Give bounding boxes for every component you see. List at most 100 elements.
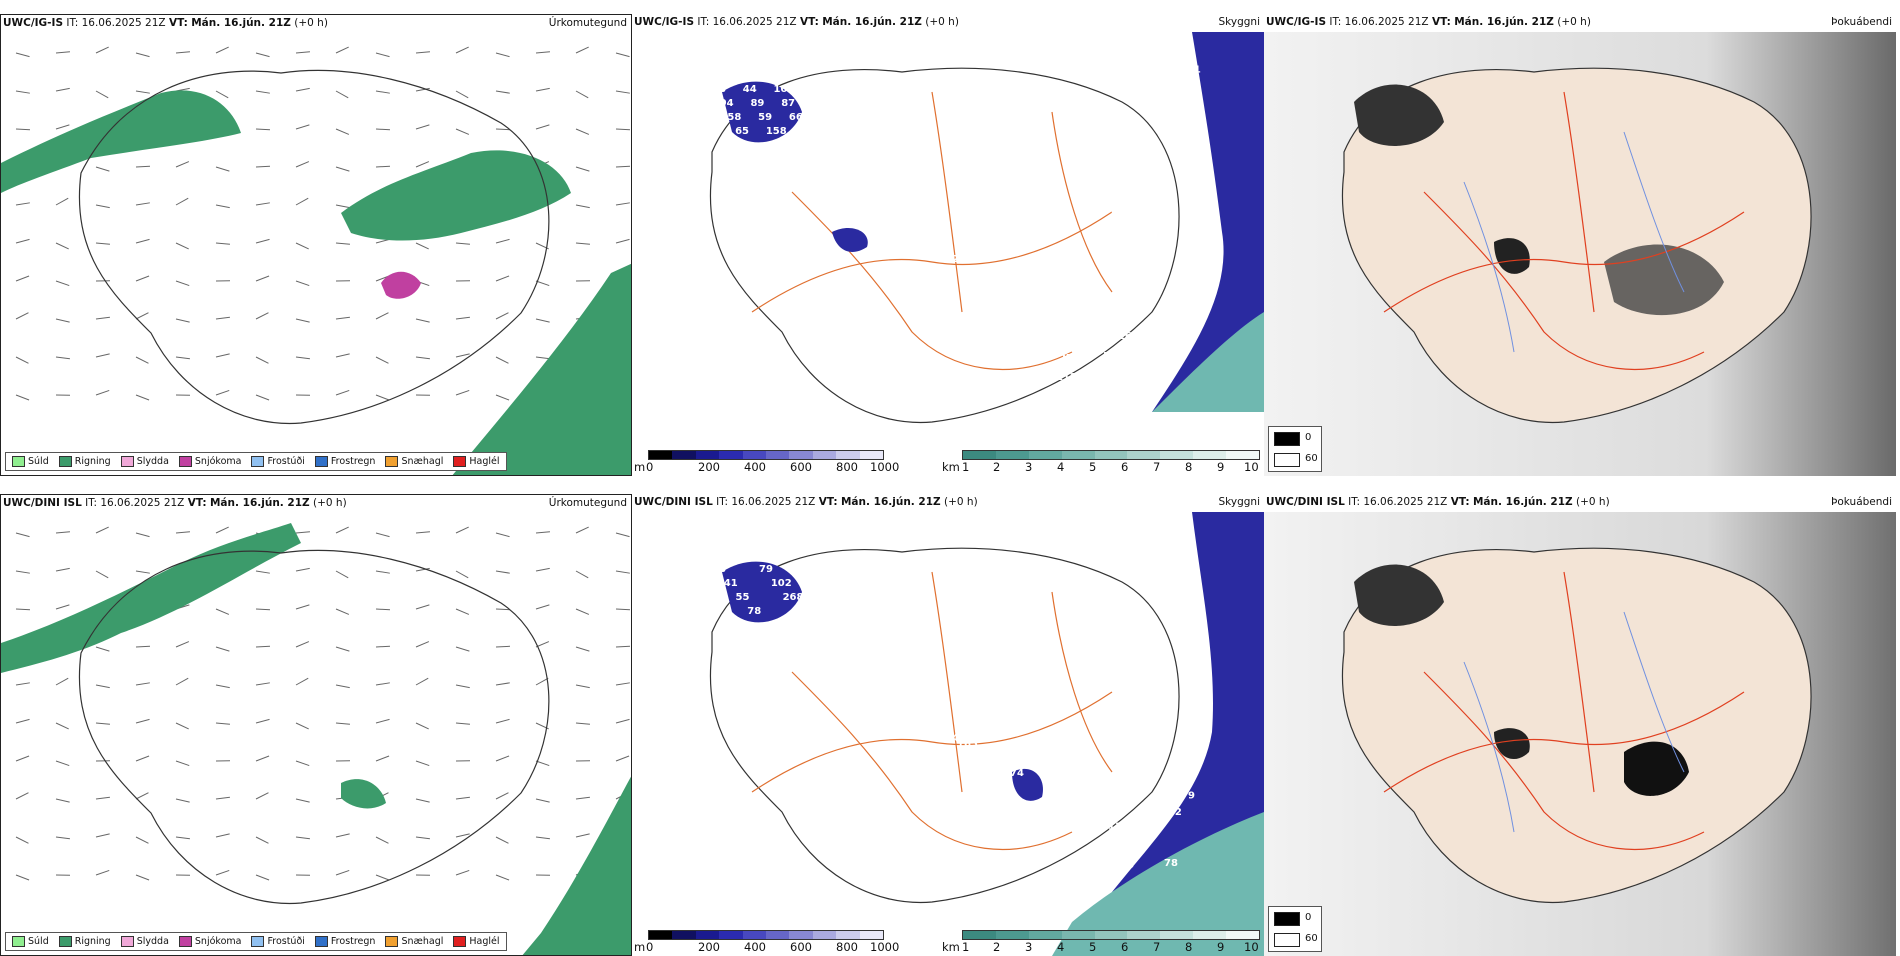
forecast-offset: (+0 h) [1557, 16, 1591, 28]
visibility-value: 108 [774, 84, 795, 95]
panel-title: Úrkomutegund [549, 17, 627, 29]
visibility-value: 87 [781, 98, 795, 109]
visibility-value: 97 [1108, 146, 1122, 157]
legend-label: Snjókoma [195, 936, 242, 947]
visibility-value: 78 [712, 84, 726, 95]
visibility-value: 121 [1180, 64, 1201, 75]
wind-barb [136, 837, 148, 843]
wind-barb [416, 125, 429, 129]
panel-header: UWC/IG-IS IT: 16.06.2025 21Z VT: Mán. 16… [1266, 16, 1892, 30]
wind-barb [376, 756, 389, 761]
tick: 6 [1121, 460, 1128, 474]
visibility-value: 66 [1120, 860, 1134, 871]
visibility-value: 81 [1082, 824, 1096, 835]
fog-legend: 0 60 [1268, 426, 1322, 472]
legend-item-slydda: Slydda [121, 456, 169, 467]
visibility-value: 78 [747, 606, 761, 617]
wind-barb [136, 239, 150, 243]
tick: 400 [744, 940, 766, 954]
wind-barb [136, 875, 149, 880]
vt-label: VT: [800, 16, 819, 28]
visibility-value: 94 [720, 98, 734, 109]
wind-barb [96, 317, 110, 319]
wind-barb [96, 571, 108, 578]
wind-barb [336, 527, 349, 533]
legend-label: Slydda [137, 456, 169, 467]
wind-barb [456, 834, 470, 837]
wind-barb [576, 129, 589, 134]
panel-header: UWC/IG-IS IT: 16.06.2025 21Z VT: Mán. 16… [3, 17, 627, 31]
wind-barb [616, 533, 630, 537]
wind-barb [296, 761, 309, 766]
wind-barb [56, 799, 70, 802]
vt-label: VT: [169, 17, 188, 29]
wind-barb [256, 91, 270, 93]
wind-barb [256, 129, 270, 130]
wind-barb [56, 357, 70, 359]
rain-area [451, 263, 632, 476]
tick: 800 [836, 460, 858, 474]
visibility-value: 79 [1181, 790, 1195, 801]
wind-barb [536, 837, 550, 839]
wind-barb [416, 837, 430, 839]
legend-item-frostudi: Frostúði [251, 936, 304, 947]
wind-barb [56, 125, 69, 129]
wind-barb [136, 53, 150, 57]
legend-label: Frostregn [331, 936, 376, 947]
wind-barb [216, 527, 229, 533]
tick: 400 [744, 460, 766, 474]
visibility-value: 102 [1161, 807, 1182, 818]
wind-barb [216, 167, 229, 171]
wind-barb [16, 533, 30, 537]
swatch [12, 936, 25, 947]
wind-barb [56, 837, 70, 839]
wind-barb [576, 685, 590, 688]
wind-barb [616, 609, 630, 610]
visibility-value: 94 [806, 564, 820, 575]
wind-barb [176, 532, 190, 533]
swatch [315, 456, 328, 467]
wind-barb [336, 723, 350, 724]
legend-item-frostregn: Frostregn [315, 456, 376, 467]
wind-barb [336, 685, 350, 688]
wind-barb [376, 571, 390, 573]
wind-barb [216, 647, 229, 651]
wind-barb [256, 571, 270, 573]
wind-barb [376, 357, 388, 363]
fog-min-label: 0 [1305, 432, 1311, 443]
wind-barb [56, 281, 69, 286]
tick: 2 [993, 940, 1000, 954]
wind-barb [296, 125, 309, 129]
valid-time: Mán. 16.jún. 21Z [210, 497, 310, 509]
wind-barb [96, 797, 110, 799]
valid-time: Mán. 16.jún. 21Z [1454, 16, 1554, 28]
visibility-value: 102 [771, 578, 792, 589]
wind-barb [376, 129, 390, 130]
valid-time: Mán. 16.jún. 21Z [822, 16, 922, 28]
wind-barb [16, 875, 29, 880]
init-time: IT: 16.06.2025 21Z [66, 17, 165, 29]
wind-barb [296, 198, 308, 205]
fog-panel-bottom: UWC/DINI ISL IT: 16.06.2025 21Z VT: Mán.… [1264, 494, 1896, 956]
wind-barb [296, 837, 310, 839]
wind-barb [496, 533, 510, 537]
wind-barb [496, 276, 509, 281]
wind-barb [96, 685, 110, 688]
wind-barb [216, 354, 230, 357]
wind-barb [176, 678, 188, 685]
wind-barb [496, 646, 510, 647]
tick: 10 [1244, 460, 1259, 474]
wind-barb [256, 239, 270, 243]
wind-barb [616, 91, 630, 93]
visibility-value: 109 [797, 126, 818, 137]
wind-barb [496, 756, 509, 761]
swatch [251, 936, 264, 947]
valid-time: Mán. 16.jún. 21Z [841, 496, 941, 508]
wind-barb [336, 647, 349, 651]
tick: 8 [1185, 940, 1192, 954]
wind-barb [336, 834, 350, 837]
wind-barb [496, 683, 510, 685]
tick: 9 [1217, 460, 1224, 474]
swatch [385, 456, 398, 467]
wind-barb [136, 203, 150, 205]
